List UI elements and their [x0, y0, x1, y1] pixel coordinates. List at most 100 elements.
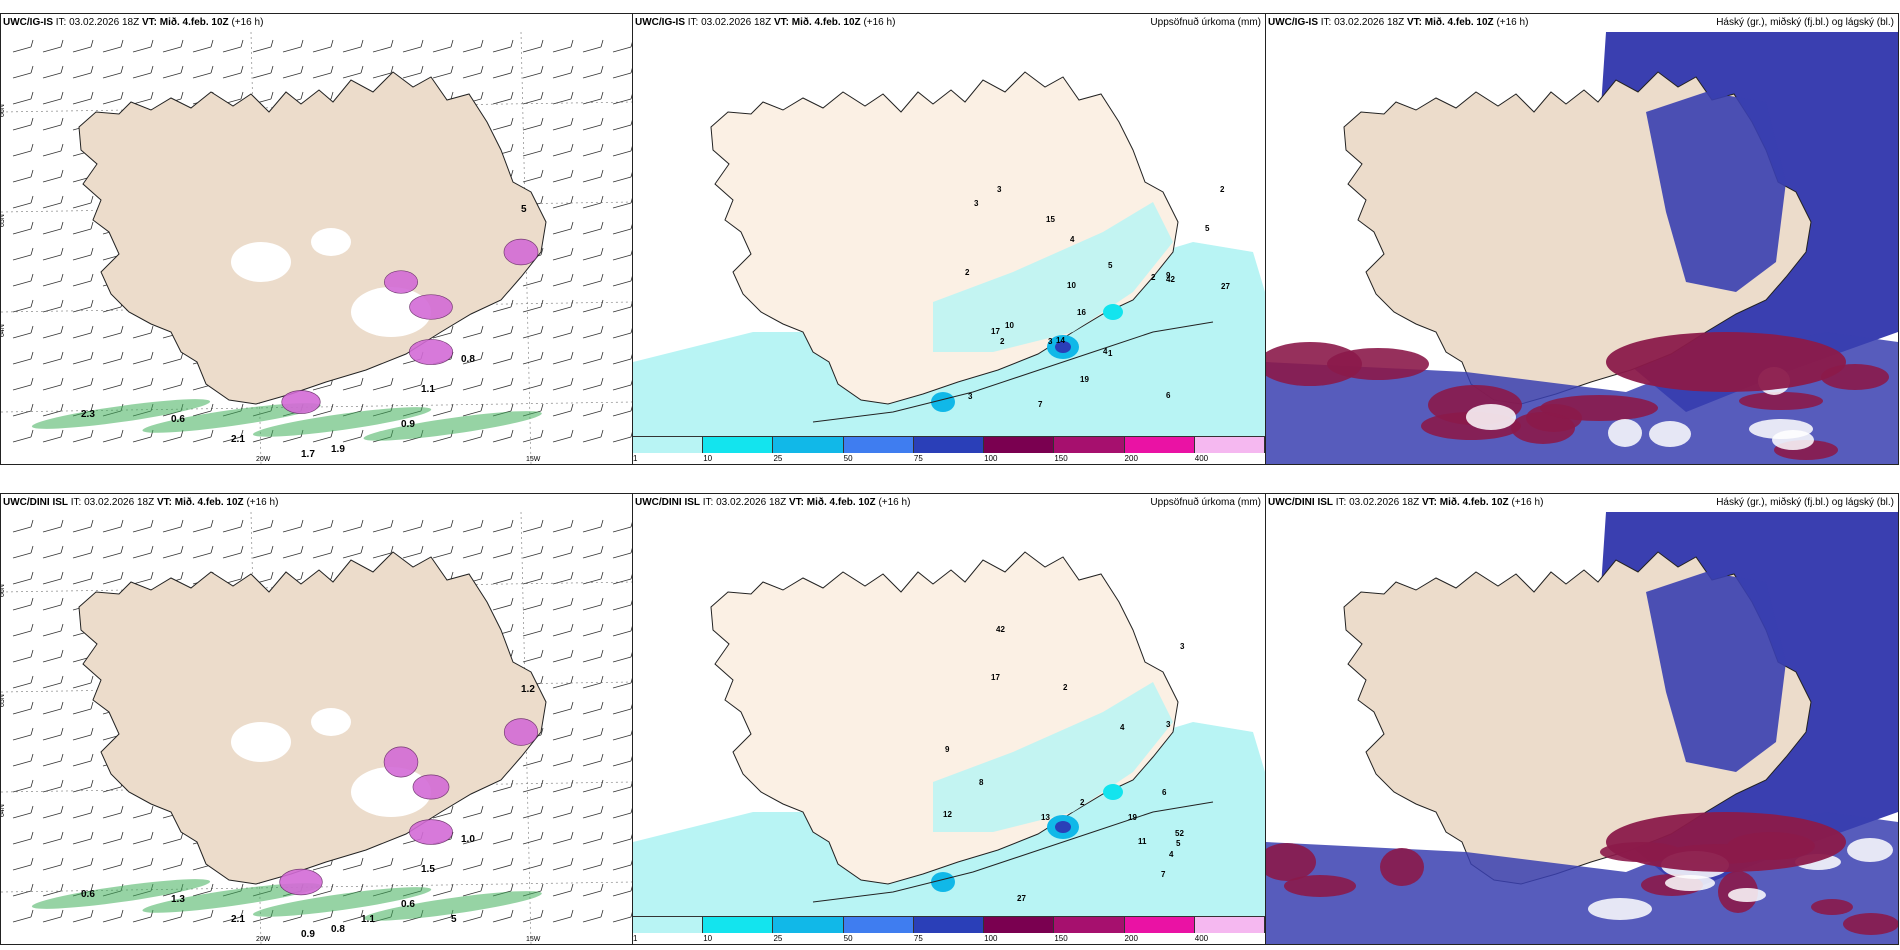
wind-barb: [462, 519, 484, 533]
wind-barb: [492, 571, 514, 585]
wind-barb: [522, 831, 544, 845]
wind-barb: [612, 42, 632, 53]
wind-barb: [582, 429, 604, 443]
wind-barb: [42, 143, 64, 157]
map-wind: 0.6 1.3 1.0 1.5 0.6 2.1 0.9 0.8 1.2 1.1 5 66N 65N 64N…: [1, 512, 632, 944]
value-label: 0.6: [81, 889, 95, 900]
map-wind: 2.3 0.6 0.8 1.1 0.9 2.1 1.7 1.9 5 66N 65N 64N 20W 15W: [1, 32, 632, 464]
wind-barb: [522, 299, 544, 313]
wind-barb: [612, 406, 632, 417]
wind-barb: [612, 652, 632, 663]
value-label: 2.1: [231, 434, 245, 445]
wind-barb: [72, 377, 94, 391]
wind-barb: [72, 65, 94, 79]
mid-cloud: [1511, 412, 1575, 444]
glacier: [351, 287, 431, 337]
contour-line: [812, 321, 1214, 423]
wind-barb: [492, 299, 514, 313]
wind-barb: [552, 623, 574, 637]
glacier: [311, 708, 351, 736]
wind-barb: [462, 377, 484, 391]
wind-barb: [192, 909, 214, 923]
legend-label: 10: [703, 454, 713, 463]
panel-wind-igis: UWC/IG-IS IT: 03.02.2026 18Z VT: Mið. 4.…: [0, 13, 633, 465]
wind-barb: [432, 39, 454, 53]
precip-band: [31, 399, 211, 429]
wind-barb: [462, 909, 484, 923]
wind-barb: [612, 756, 632, 767]
legend-label: 150: [1054, 454, 1068, 463]
value-label: 2.3: [81, 409, 95, 420]
wind-barb: [552, 91, 574, 105]
panel-title: UWC/IG-IS IT: 03.02.2026 18Z VT: Mið. 4.…: [635, 17, 896, 28]
wind-barb: [612, 354, 632, 365]
wind-barb: [582, 325, 604, 339]
wind-barb: [42, 221, 64, 235]
wind-barb: [372, 65, 394, 79]
wind-barb: [42, 299, 64, 313]
wind-barb: [612, 94, 632, 105]
wind-barb: [582, 351, 604, 365]
wind-barb: [42, 377, 64, 391]
legend-swatch: [984, 437, 1055, 453]
wind-barb: [582, 299, 604, 313]
wind-barb: [222, 519, 244, 533]
wind-barb: [492, 597, 514, 611]
legend-labels: 1 10 25 50 75 100 150 200 400: [633, 933, 1265, 944]
legend-swatch: [843, 437, 914, 453]
wind-barb: [222, 65, 244, 79]
wind-barb: [102, 429, 124, 443]
value-label: 5: [1176, 839, 1181, 848]
wind-barb: [72, 519, 94, 533]
wind-barb: [492, 117, 514, 131]
wind-barb: [102, 91, 124, 105]
precip-area: [933, 202, 1173, 352]
legend-labels: 1 10 25 50 75 100 150 200 400: [633, 453, 1265, 464]
value-label: 17: [991, 673, 1000, 682]
wind-barb: [432, 545, 454, 559]
wind-barb: [402, 857, 424, 871]
wind-barb: [12, 623, 34, 637]
precip-blob: [408, 339, 454, 365]
wind-barb: [522, 519, 544, 533]
panel-precip-igis: UWC/IG-IS IT: 03.02.2026 18Z VT: Mið. 4.…: [632, 13, 1266, 465]
legend-label: 25: [773, 934, 783, 943]
wind-barb: [162, 39, 184, 53]
wind-barb: [12, 403, 34, 417]
legend-swatch: [1124, 437, 1195, 453]
wind-barb: [432, 857, 454, 871]
precip-area: [933, 682, 1173, 832]
wind-barb: [102, 857, 124, 871]
legend-swatch: [703, 437, 774, 453]
wind-barb: [282, 65, 304, 79]
wind-barb: [582, 727, 604, 741]
wind-barb: [432, 377, 454, 391]
wind-barb: [132, 325, 154, 339]
precip-blob: [409, 294, 453, 320]
precip-band: [31, 879, 211, 909]
wind-barb: [552, 727, 574, 741]
legend-bar: [633, 436, 1265, 453]
wind-barb: [522, 377, 544, 391]
wind-barb: [132, 91, 154, 105]
wind-barb: [372, 377, 394, 391]
wind-barb: [522, 91, 544, 105]
wind-barb: [552, 247, 574, 261]
value-label: 8: [979, 778, 984, 787]
wind-barb: [492, 857, 514, 871]
wind-barb: [102, 545, 124, 559]
precip-core: [1055, 821, 1071, 833]
value-label: 14: [1056, 336, 1065, 345]
precip-blob: [503, 718, 539, 746]
value-label: 52: [1175, 829, 1184, 838]
wind-barb: [402, 519, 424, 533]
legend-label: 200: [1124, 934, 1138, 943]
precip-band: [252, 407, 432, 437]
wind-barb: [42, 909, 64, 923]
wind-barb: [12, 65, 34, 79]
mid-cloud: [1284, 875, 1356, 897]
value-label: 10: [1005, 321, 1014, 330]
wind-barb: [72, 571, 94, 585]
wind-barb: [492, 909, 514, 923]
value-label: 19: [1128, 813, 1137, 822]
